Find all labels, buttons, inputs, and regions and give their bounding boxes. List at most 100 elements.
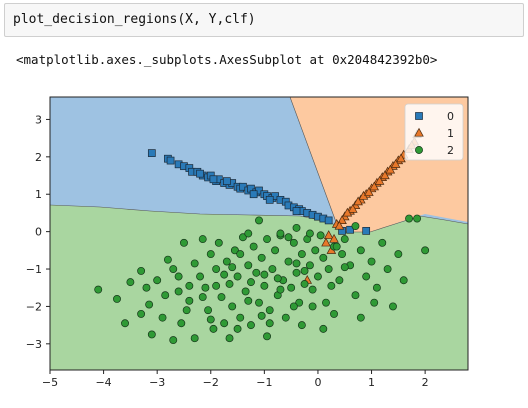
data-point-class-1 <box>342 207 353 217</box>
data-point-class-2 <box>137 309 146 318</box>
data-point-class-2 <box>297 250 306 259</box>
x-tick-label: −2 <box>203 376 219 389</box>
data-point-class-2 <box>252 268 261 277</box>
data-point-class-2 <box>394 250 403 259</box>
data-point-class-1 <box>380 170 390 180</box>
data-point-class-2 <box>313 272 322 281</box>
legend-marker-2 <box>415 146 423 154</box>
data-point-class-1 <box>385 164 396 174</box>
data-point-class-2 <box>174 272 183 281</box>
data-point-class-0 <box>362 227 371 235</box>
data-point-class-2 <box>222 257 231 266</box>
data-point-class-2 <box>220 319 229 328</box>
legend-label-1: 1 <box>447 127 454 140</box>
data-point-class-0 <box>265 195 274 204</box>
data-point-class-2 <box>413 214 422 223</box>
data-point-class-2 <box>198 293 207 302</box>
data-point-class-2 <box>209 324 218 333</box>
data-point-class-2 <box>265 319 274 328</box>
data-point-class-2 <box>241 287 250 296</box>
region-2 <box>50 205 468 370</box>
data-point-class-2 <box>257 253 266 262</box>
data-point-class-2 <box>421 246 430 255</box>
legend-label-2: 2 <box>447 144 454 157</box>
legend-marker-1 <box>414 127 424 137</box>
data-point-class-1 <box>390 159 401 168</box>
data-point-class-2 <box>212 281 221 290</box>
data-point-class-2 <box>182 306 191 315</box>
data-point-class-2 <box>244 261 253 270</box>
data-point-class-2 <box>295 298 304 307</box>
data-point-class-2 <box>405 214 414 223</box>
y-tick-label: −1 <box>26 263 42 276</box>
data-point-class-2 <box>190 259 199 268</box>
output-text: <matplotlib.axes._subplots.AxesSubplot a… <box>16 52 438 67</box>
data-point-class-2 <box>225 334 234 343</box>
code-cell[interactable]: plot_decision_regions(X, Y,clf) <box>4 3 524 37</box>
legend-label-0: 0 <box>447 110 454 123</box>
x-tick-label: −1 <box>256 376 272 389</box>
data-point-class-2 <box>305 261 314 270</box>
data-point-class-2 <box>351 222 360 230</box>
data-point-class-2 <box>158 313 167 322</box>
data-point-class-2 <box>378 238 387 247</box>
data-point-class-2 <box>362 272 371 281</box>
data-point-class-2 <box>308 302 317 311</box>
data-point-class-2 <box>265 306 274 315</box>
data-point-class-2 <box>236 250 245 259</box>
data-point-class-2 <box>319 324 328 333</box>
data-point-class-2 <box>284 257 293 266</box>
data-point-class-1 <box>347 203 358 213</box>
data-point-class-2 <box>206 315 215 324</box>
data-point-class-2 <box>330 309 338 318</box>
data-point-class-0 <box>209 175 218 184</box>
data-point-class-2 <box>271 246 280 255</box>
data-point-class-2 <box>247 278 255 287</box>
data-point-class-2 <box>180 238 188 247</box>
data-point-class-2 <box>198 235 207 244</box>
data-point-class-2 <box>316 231 325 240</box>
data-point-class-2 <box>370 298 379 307</box>
data-point-class-0 <box>249 190 258 199</box>
data-point-class-2 <box>137 266 146 275</box>
data-point-class-2 <box>276 229 285 238</box>
data-point-class-2 <box>356 246 365 255</box>
data-point-class-1 <box>323 230 334 239</box>
data-point-class-2 <box>292 268 301 277</box>
data-point-class-2 <box>284 233 293 242</box>
data-point-class-2 <box>292 259 301 268</box>
data-point-class-2 <box>319 253 328 262</box>
x-tick-label: 0 <box>314 376 321 389</box>
data-point-class-2 <box>255 216 263 225</box>
data-point-class-2 <box>273 274 282 283</box>
data-point-class-2 <box>217 293 226 302</box>
data-point-class-2 <box>289 302 298 311</box>
data-point-class-2 <box>228 263 237 272</box>
data-point-class-2 <box>289 238 298 247</box>
data-point-class-2 <box>126 278 135 287</box>
data-point-class-0 <box>166 156 175 165</box>
data-point-class-2 <box>225 280 234 288</box>
x-tick-label: −3 <box>149 376 165 389</box>
data-point-class-2 <box>185 281 194 290</box>
data-point-class-2 <box>281 313 290 322</box>
data-point-class-2 <box>335 276 344 285</box>
data-point-class-2 <box>389 302 397 311</box>
data-point-class-1 <box>364 187 374 196</box>
data-point-class-2 <box>121 319 129 328</box>
data-point-class-2 <box>255 298 263 307</box>
code-line[interactable]: plot_decision_regions(X, Y,clf) <box>13 12 256 27</box>
data-point-class-2 <box>220 270 229 279</box>
data-point-class-2 <box>247 321 255 330</box>
data-point-class-2 <box>169 265 178 273</box>
data-point-class-2 <box>399 276 408 285</box>
data-point-class-2 <box>233 272 242 281</box>
x-tick-label: 1 <box>368 376 375 389</box>
data-point-class-2 <box>324 265 333 273</box>
data-point-class-2 <box>268 265 277 273</box>
data-point-class-2 <box>327 281 336 290</box>
x-tick-label: −5 <box>42 376 58 389</box>
data-point-class-2 <box>367 257 376 266</box>
data-point-class-0 <box>324 216 333 225</box>
